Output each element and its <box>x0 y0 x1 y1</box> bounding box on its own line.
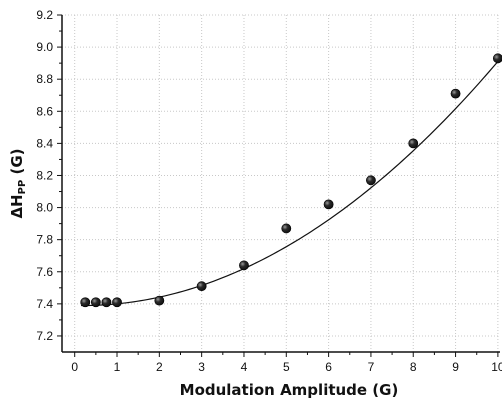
x-tick-label: 3 <box>198 360 205 374</box>
data-point <box>90 297 101 308</box>
fit-curve <box>81 58 501 307</box>
y-tick-label: 9.2 <box>36 8 53 22</box>
data-point <box>450 88 461 99</box>
y-tick-label: 8.2 <box>36 168 53 182</box>
axes <box>61 15 500 353</box>
data-point <box>408 138 419 149</box>
y-tick-label: 8.8 <box>36 72 53 86</box>
y-axis-title-unit: (G) <box>8 148 26 179</box>
data-point <box>492 53 502 64</box>
data-point <box>239 260 249 271</box>
x-tick-label: 4 <box>241 360 248 374</box>
data-point <box>101 297 112 308</box>
grid <box>62 14 500 352</box>
data-point <box>323 199 334 210</box>
y-tick-label: 7.2 <box>36 329 53 343</box>
x-tick-label: 10 <box>491 360 502 374</box>
x-tick-label: 9 <box>452 360 459 374</box>
y-ticks: 7.2 7.4 7.6 7.8 8.0 8.2 8.4 8.6 8.8 9.0 9.2 <box>36 8 62 343</box>
x-tick-label: 2 <box>156 360 163 374</box>
y-tick-label: 8.0 <box>36 201 53 215</box>
y-axis-title-main: ΔH <box>8 194 26 218</box>
data-point <box>80 297 91 308</box>
fit-curve-group <box>81 58 501 307</box>
y-tick-label: 7.8 <box>36 233 53 247</box>
y-tick-label: 7.4 <box>36 297 53 311</box>
data-point <box>154 295 165 306</box>
data-points <box>80 53 502 308</box>
y-axis-title-subscript: PP <box>17 180 28 195</box>
x-tick-label: 6 <box>325 360 332 374</box>
data-point <box>196 281 207 292</box>
x-tick-label: 1 <box>114 360 121 374</box>
y-tick-label: 9.0 <box>36 40 53 54</box>
y-tick-label: 8.4 <box>36 136 53 150</box>
x-tick-label: 7 <box>368 360 375 374</box>
data-point <box>366 175 376 186</box>
x-axis-title: Modulation Amplitude (G) <box>180 381 399 399</box>
y-tick-label: 7.6 <box>36 265 53 279</box>
x-tick-label: 5 <box>283 360 290 374</box>
data-point <box>112 297 122 308</box>
x-tick-label: 0 <box>71 360 78 374</box>
y-tick-label: 8.6 <box>36 104 53 118</box>
x-ticks: 0 1 2 3 4 5 6 7 8 9 10 <box>71 352 502 374</box>
x-tick-label: 8 <box>410 360 417 374</box>
y-axis-title: ΔHPP (G) <box>8 148 28 218</box>
data-point <box>281 223 292 234</box>
